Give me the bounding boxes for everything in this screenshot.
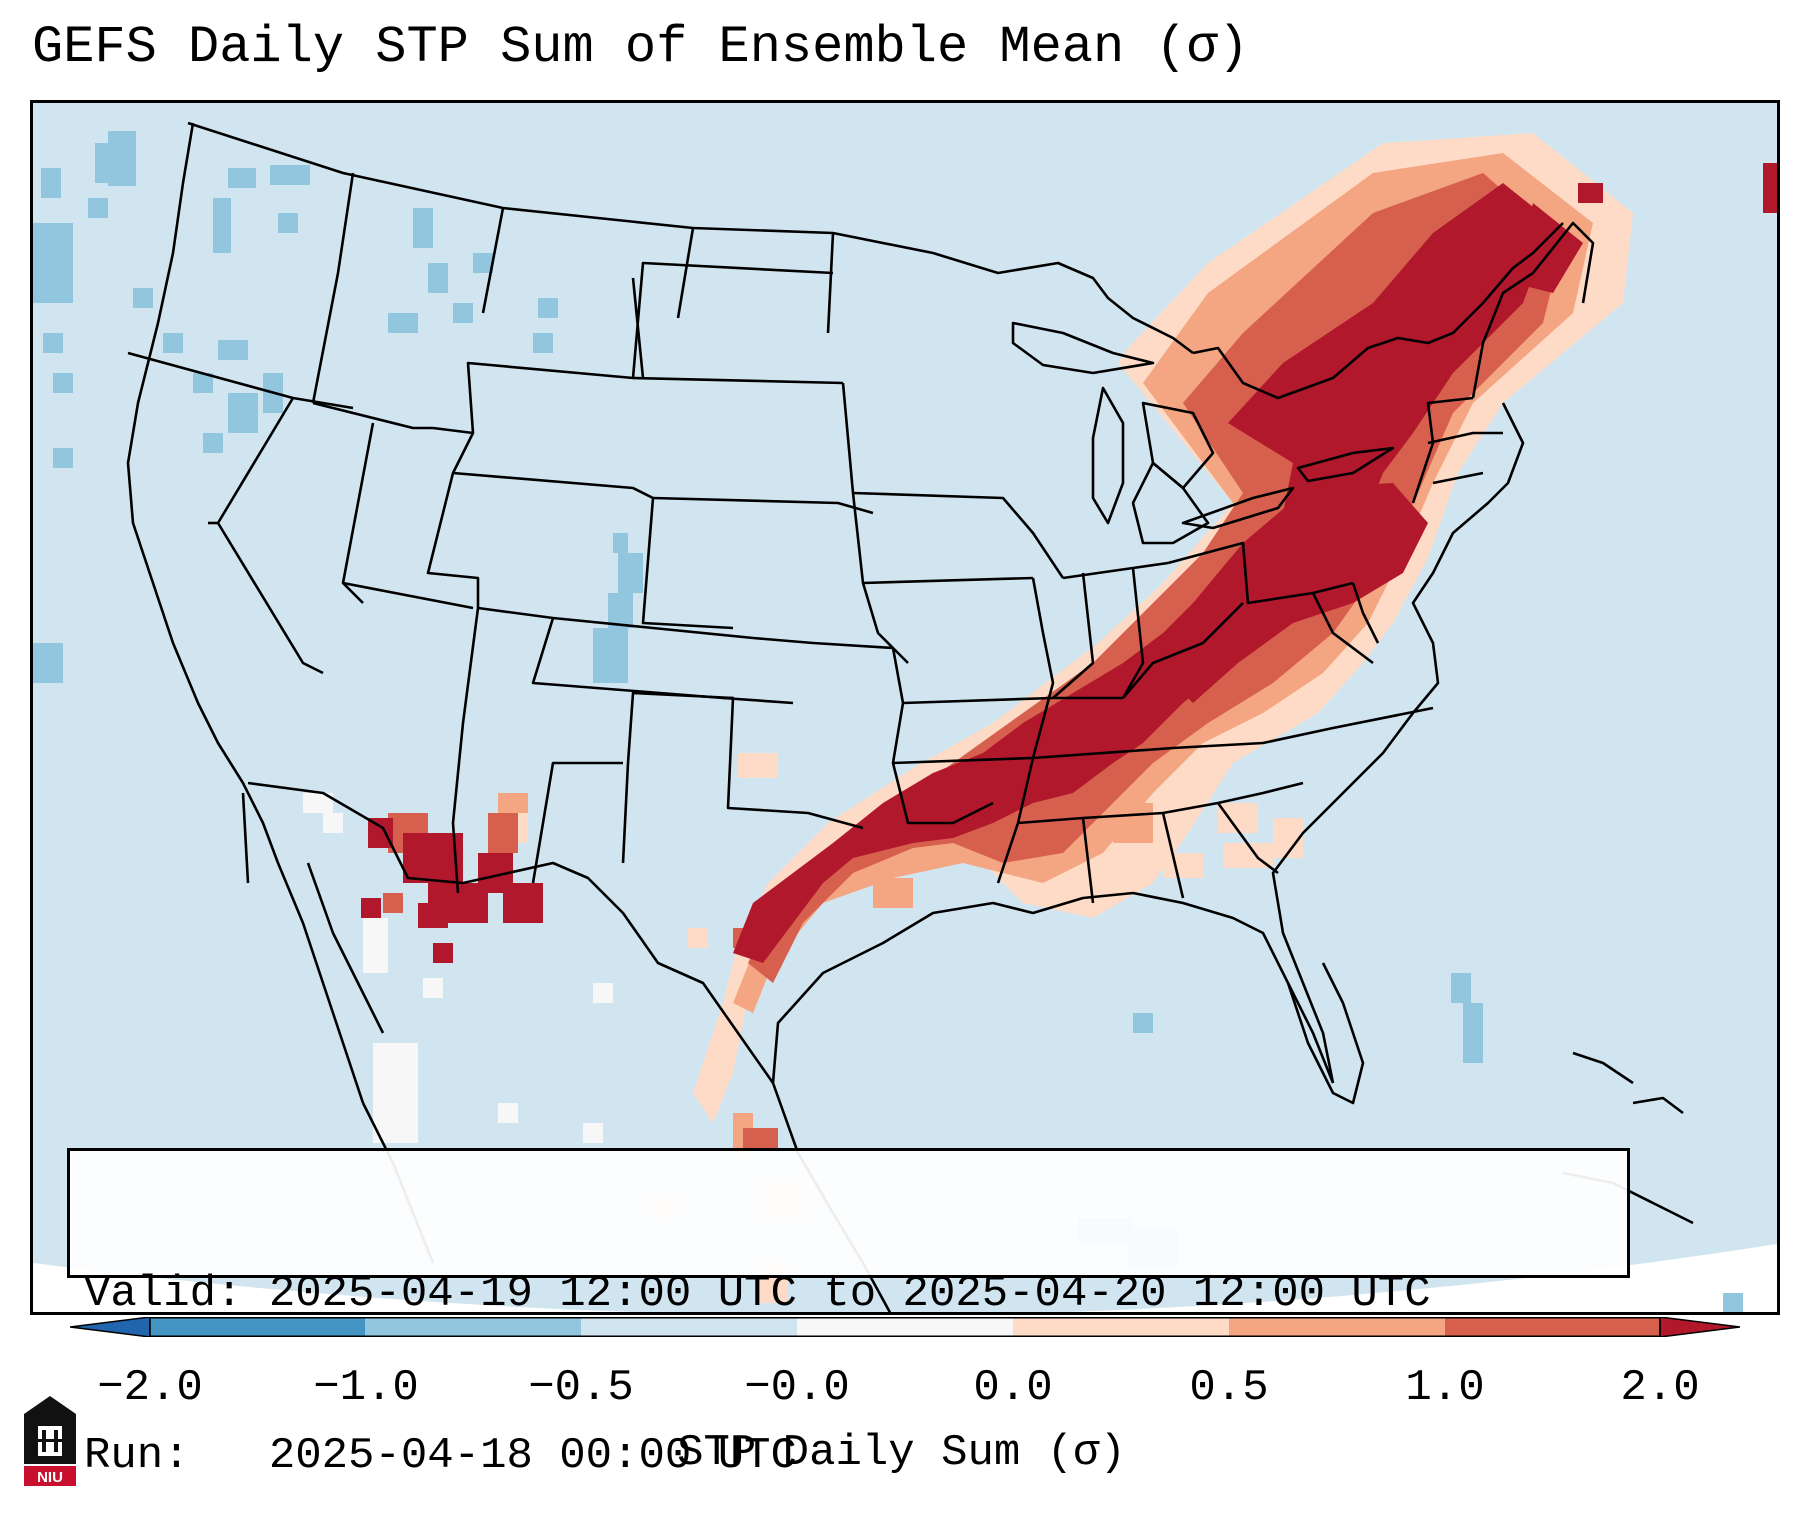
colorbar-extend-high	[1659, 1317, 1740, 1337]
extreme-positive-cells	[361, 163, 1777, 963]
colorbar-tick-label: −1.0	[313, 1363, 419, 1413]
valid-time-line: Valid: 2025-04-19 12:00 UTC to 2025-04-2…	[84, 1269, 1431, 1319]
colorbar-bin	[1013, 1317, 1229, 1337]
colorbar-bin	[1229, 1317, 1445, 1337]
colorbar-tick-label: −0.0	[744, 1363, 850, 1413]
niu-logo-icon: NIU	[24, 1396, 76, 1486]
colorbar-bin	[581, 1317, 797, 1337]
colorbar-tick-label: −0.5	[528, 1363, 634, 1413]
colorbar-tick-label: 0.0	[973, 1363, 1053, 1413]
colorbar-tick-label: 2.0	[1620, 1363, 1700, 1413]
colorbar-tick-label: 1.0	[1405, 1363, 1485, 1413]
valid-run-info-box: Valid: 2025-04-19 12:00 UTC to 2025-04-2…	[67, 1148, 1630, 1481]
colorbar-ticks: −2.0 −1.0 −0.5 −0.0 0.0 0.5 1.0 2.0	[0, 1363, 1803, 1419]
colorbar-extend-low	[70, 1317, 151, 1337]
map-title: GEFS Daily STP Sum of Ensemble Mean (σ)	[32, 18, 1249, 77]
colorbar-tick-label: −2.0	[97, 1363, 203, 1413]
logo-text: NIU	[37, 1469, 63, 1486]
boundary-lines	[126, 121, 1694, 1312]
domain-edge	[33, 1243, 1777, 1312]
map-panel[interactable]	[30, 100, 1780, 1315]
stp-map	[33, 103, 1777, 1312]
colorbar-outline	[149, 1317, 1661, 1337]
colorbar-label: STP Daily Sum (σ)	[677, 1428, 1126, 1478]
colorbar-bin	[150, 1317, 365, 1337]
colorbar-bin	[365, 1317, 581, 1337]
colorbar-bin	[1445, 1317, 1660, 1337]
run-time-line: Run: 2025-04-18 00:00 UTC	[84, 1431, 797, 1481]
colorbar	[70, 1317, 1740, 1337]
colorbar-tick-label: 0.5	[1189, 1363, 1269, 1413]
neutral-cells	[303, 793, 613, 1143]
colorbar-bin	[797, 1317, 1013, 1337]
